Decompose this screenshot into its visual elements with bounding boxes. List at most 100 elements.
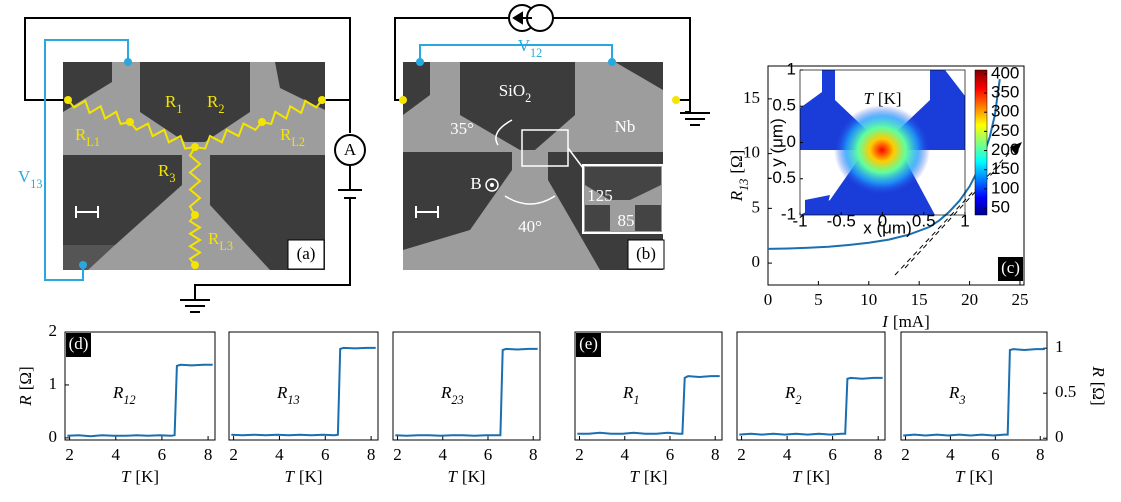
node-dot (191, 143, 199, 151)
inset-title: T [K] (863, 89, 901, 108)
series-label-sub: 3 (958, 393, 965, 407)
plot-frame (767, 65, 1025, 286)
y-axis-label: y (μm) (767, 118, 786, 167)
field-label: B (470, 174, 481, 193)
x-tick-label: 4 (439, 445, 448, 464)
data-line (903, 348, 1045, 437)
x-tick-label: 0 (764, 290, 773, 309)
plot-frame (574, 331, 723, 441)
y-tick-label: 2 (49, 321, 58, 340)
resistor (188, 146, 202, 216)
x-tick-label: 0 (878, 211, 887, 230)
colorbar-tick-label: 300 (991, 102, 1019, 121)
x-axis-label: x (μm) (863, 218, 912, 237)
voltage-label-main: V (518, 36, 531, 55)
dimension-label: 85 (618, 211, 635, 230)
resistor-label-sub: 3 (169, 171, 175, 185)
series-label-var: R (112, 383, 124, 402)
resistor (67, 99, 131, 126)
resistor (194, 121, 263, 150)
colorbar-tick-label: 100 (991, 178, 1019, 197)
x-tick-label: 8 (367, 445, 376, 464)
node-dot (64, 96, 72, 104)
series-label: R1 (622, 383, 640, 407)
y-axis-label-var: R (1089, 365, 1108, 377)
y-axis-label-unit: [Ω] (16, 366, 35, 390)
x-tick-label: 4 (275, 445, 284, 464)
x-tick-label: 0.5 (912, 211, 936, 230)
arrow-annotation (894, 142, 1022, 276)
data-line (577, 375, 720, 435)
x-tick-label: 8 (711, 445, 720, 464)
plot-frame (228, 331, 379, 441)
colorbar-tick-label: 200 (991, 140, 1019, 159)
x-tick-label: 5 (814, 290, 823, 309)
colorbar-tick-label: 350 (991, 83, 1019, 102)
y-tick-label: 1 (49, 374, 58, 393)
x-axis-label: T [K] (447, 467, 485, 486)
x-tick-label: 1 (960, 211, 969, 230)
x-tick-label: 8 (529, 445, 538, 464)
series-label-var: R (622, 383, 634, 402)
angle-label: 40° (518, 217, 542, 236)
ammeter-label: A (344, 140, 357, 159)
node-dot (258, 118, 266, 126)
series-label: R2 (784, 383, 802, 407)
y-tick-label: 1 (787, 59, 796, 78)
node-dot (191, 211, 199, 219)
x-axis-label-var: T (629, 467, 640, 486)
x-axis-label-unit: [mA] (893, 312, 930, 331)
x-tick-label: 6 (828, 445, 837, 464)
inset-title-var: T (863, 89, 874, 108)
y-tick-label: 0 (787, 132, 796, 151)
x-tick-label: 6 (666, 445, 675, 464)
resistor-label: R2 (207, 92, 224, 116)
substrate-label-main: SiO (499, 81, 525, 100)
series-label-var: R (440, 383, 452, 402)
resistor-label-main: R (207, 92, 219, 111)
x-axis-label-var: T (792, 467, 803, 486)
resistor (261, 99, 323, 126)
x-tick-label: -0.5 (827, 211, 856, 230)
resistor-label-sub: L2 (291, 135, 305, 149)
x-tick-label: 2 (65, 445, 74, 464)
x-axis-label-var: T (121, 467, 132, 486)
plot-frame (736, 331, 886, 441)
resistor-label-main: R (280, 125, 292, 144)
y-axis-label: R13 [Ω] (727, 150, 751, 203)
series-label-var: R (784, 383, 796, 402)
node-dot (126, 118, 134, 126)
x-axis-label-unit: [K] (644, 467, 668, 486)
x-tick-label: 2 (575, 445, 584, 464)
panel-label: (b) (636, 244, 656, 263)
dimension-label: 125 (587, 186, 613, 205)
series-label: R12 (112, 383, 136, 407)
series-label-var: R (948, 383, 960, 402)
y-axis-label-var: R (16, 395, 35, 407)
x-axis-label-var: T (447, 467, 458, 486)
x-axis-label-var: T (955, 467, 966, 486)
resistor-label-main: R (75, 125, 87, 144)
data-line (395, 347, 538, 437)
series-label: R13 (276, 383, 300, 407)
x-tick-label: 6 (991, 445, 1000, 464)
resistor-label-main: R (165, 92, 177, 111)
resistor-label: RL2 (280, 125, 305, 149)
x-tick-label: 25 (1011, 290, 1028, 309)
x-tick-label: 6 (321, 445, 330, 464)
x-axis-label: T [K] (792, 467, 830, 486)
plot-frame (392, 331, 541, 441)
voltage-label-sub: 12 (530, 46, 542, 60)
x-tick-label: 2 (393, 445, 402, 464)
y-tick-label: 0 (752, 252, 761, 271)
resistor-label: R1 (165, 92, 182, 116)
x-axis-label-var: I (881, 312, 889, 331)
voltage-label: V12 (518, 36, 543, 60)
resistor (129, 121, 196, 150)
series-label-var: R (276, 383, 288, 402)
data-line (231, 346, 376, 437)
panel-label: (d) (69, 334, 89, 353)
y-axis-label-unit: [Ω] (1089, 382, 1108, 406)
node-dot (318, 96, 326, 104)
dots (79, 58, 680, 269)
